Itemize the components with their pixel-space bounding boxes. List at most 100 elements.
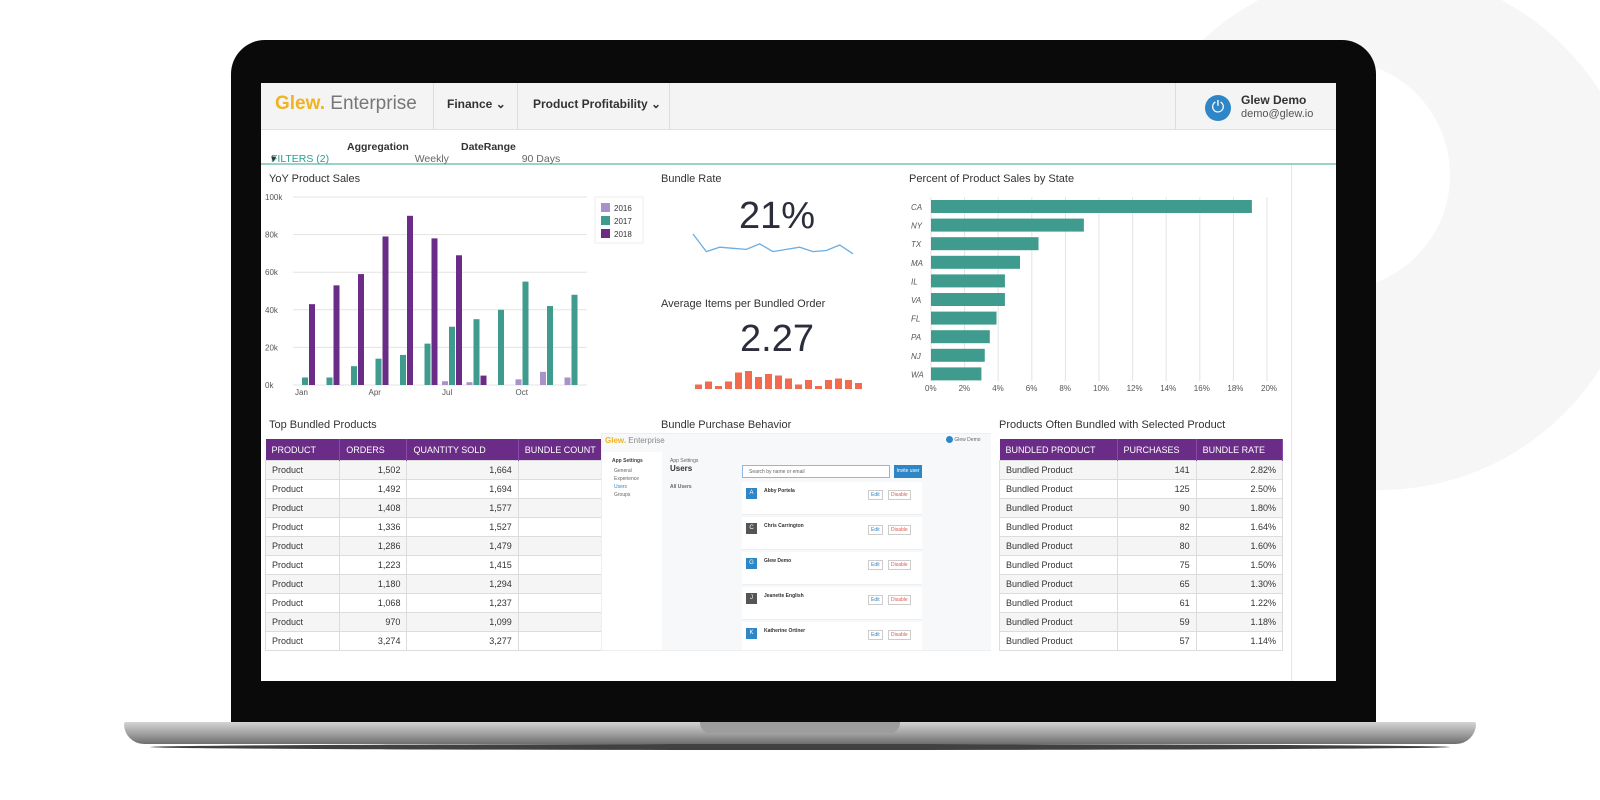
table-cell: 1,223 [339, 555, 408, 575]
mini-menu-users[interactable]: Users [614, 484, 628, 490]
table-cell: 82 [1116, 517, 1197, 537]
mini-menu-groups[interactable]: Groups [614, 492, 631, 498]
mini-user-card[interactable]: K Katherine Ortiner Edit Disable [742, 622, 922, 650]
state-x-tick: 2% [959, 384, 971, 393]
table-row[interactable]: Bundled Product 75 1.50% [999, 555, 1284, 575]
table-cell: 2.50% [1195, 479, 1284, 499]
daterange-label: DateRange [461, 141, 516, 153]
table-cell: 1.22% [1195, 593, 1284, 613]
mini-edit-button[interactable]: Edit [868, 560, 883, 570]
table-cell: 1,694 [406, 479, 519, 499]
table-cell: Product [264, 460, 341, 480]
avg-items-bar [715, 386, 722, 389]
mini-disable-button[interactable]: Disable [888, 630, 911, 640]
mini-user-name: Glew Demo [954, 436, 981, 443]
table-row[interactable]: Bundled Product 80 1.60% [999, 536, 1284, 556]
chevron-down-icon: ⌄ [495, 97, 506, 111]
mini-edit-button[interactable]: Edit [868, 490, 883, 500]
mini-disable-button[interactable]: Disable [888, 490, 911, 500]
mini-edit-button[interactable]: Edit [868, 630, 883, 640]
yoy-bar-2017 [351, 366, 357, 385]
bundle-rate-sparkline [692, 233, 854, 255]
yoy-bar-2018 [333, 285, 340, 385]
users-settings-preview: Glew. Enterprise Glew Demo App Settings … [601, 433, 995, 651]
mini-breadcrumb: App Settings [670, 458, 699, 464]
table-row[interactable]: Bundled Product 82 1.64% [999, 517, 1284, 537]
table-row[interactable]: Bundled Product 57 1.14% [999, 631, 1284, 651]
yoy-y-tick: 60k [265, 268, 279, 277]
state-y-tick: FL [911, 315, 920, 324]
mini-invite-button[interactable]: Invite user [894, 465, 922, 478]
table-cell: 1,502 [339, 460, 408, 480]
table-cell: 1,068 [339, 593, 408, 613]
mini-user-name: Abby Portela [764, 488, 795, 494]
app-logo[interactable]: Glew. Enterprise [275, 93, 417, 115]
yoy-bar-2017 [424, 343, 431, 385]
nav-finance[interactable]: Finance ⌄ [447, 97, 506, 111]
mini-disable-button[interactable]: Disable [888, 595, 911, 605]
state-x-tick: 8% [1059, 384, 1071, 393]
aggregation-label: Aggregation [347, 141, 409, 153]
mini-user-card[interactable]: C Chris Carrington Edit Disable [742, 517, 922, 550]
mini-user-name: Jeanette English [764, 593, 804, 599]
mini-edit-button[interactable]: Edit [868, 525, 883, 535]
nav-finance-label: Finance [447, 97, 493, 111]
avg-items-bar [855, 383, 862, 389]
chevron-down-icon: ⌄ [651, 97, 662, 111]
avg-items-bar [825, 380, 832, 389]
often-column-header[interactable]: BUNDLED PRODUCT [999, 439, 1118, 461]
table-cell: Bundled Product [999, 574, 1118, 594]
top-bundled-column-header[interactable]: PRODUCT [265, 439, 341, 461]
yoy-bar-2017 [522, 281, 529, 385]
table-row[interactable]: Bundled Product 125 2.50% [999, 479, 1284, 499]
mini-disable-button[interactable]: Disable [888, 560, 911, 570]
state-y-tick: PA [911, 333, 921, 342]
table-row[interactable]: Bundled Product 65 1.30% [999, 574, 1284, 594]
table-cell: 3,274 [339, 631, 408, 651]
top-bundled-column-header[interactable]: ORDERS [339, 439, 408, 461]
table-row[interactable]: Bundled Product 141 2.82% [999, 460, 1284, 480]
mini-search-input[interactable]: Search by name or email [742, 465, 890, 478]
mini-user-card[interactable]: G Glew Demo Edit Disable [742, 552, 922, 585]
table-cell: 57 [1116, 631, 1197, 651]
mini-user-card[interactable]: A Abby Portela Edit Disable [742, 482, 922, 515]
table-cell: 75 [1116, 555, 1197, 575]
often-column-header[interactable]: BUNDLE RATE [1196, 439, 1284, 461]
table-row[interactable]: Bundled Product 59 1.18% [999, 612, 1284, 632]
mini-menu-experience[interactable]: Experience [614, 476, 640, 482]
table-cell: 61 [1116, 593, 1197, 613]
mini-edit-button[interactable]: Edit [868, 595, 883, 605]
daterange-filter[interactable]: DateRange 90 Days [461, 141, 560, 165]
state-y-tick: MA [911, 259, 923, 268]
table-cell: 1,099 [406, 612, 519, 632]
top-bundled-column-header[interactable]: QUANTITY SOLD [406, 439, 519, 461]
avg-items-bar [745, 371, 752, 389]
nav-product-profitability[interactable]: Product Profitability ⌄ [533, 97, 661, 111]
table-cell: Bundled Product [999, 555, 1118, 575]
yoy-x-tick: Oct [516, 388, 529, 397]
state-y-tick: TX [911, 240, 922, 249]
mini-menu-general[interactable]: General [614, 468, 632, 474]
table-row[interactable]: Bundled Product 90 1.80% [999, 498, 1284, 518]
state-y-tick: NY [911, 222, 923, 231]
state-bar-WA [931, 367, 982, 381]
table-cell: Product [264, 498, 341, 518]
yoy-y-tick: 40k [265, 306, 279, 315]
table-row[interactable]: Bundled Product 61 1.22% [999, 593, 1284, 613]
state-chart: 0% 2% 4% 6% 8% 10% 12% 14% 16% 18% 20% CA NY TX MA IL VA… [911, 197, 1277, 393]
laptop-shadow [150, 744, 1450, 750]
avg-items-bar [815, 386, 822, 389]
top-bundled-column-header[interactable]: BUNDLE COUNT [518, 439, 629, 461]
mini-user-card[interactable]: J Jeanette English Edit Disable [742, 587, 922, 620]
yoy-x-tick: Jan [295, 388, 308, 397]
often-column-header[interactable]: PURCHASES [1117, 439, 1197, 461]
yoy-x-tick: Apr [369, 388, 382, 397]
table-cell: Product [264, 536, 341, 556]
mini-avatar: A [746, 488, 757, 499]
mini-disable-button[interactable]: Disable [888, 525, 911, 535]
avg-items-bar [705, 381, 712, 389]
aggregation-filter[interactable]: Aggregation Weekly [347, 141, 449, 165]
